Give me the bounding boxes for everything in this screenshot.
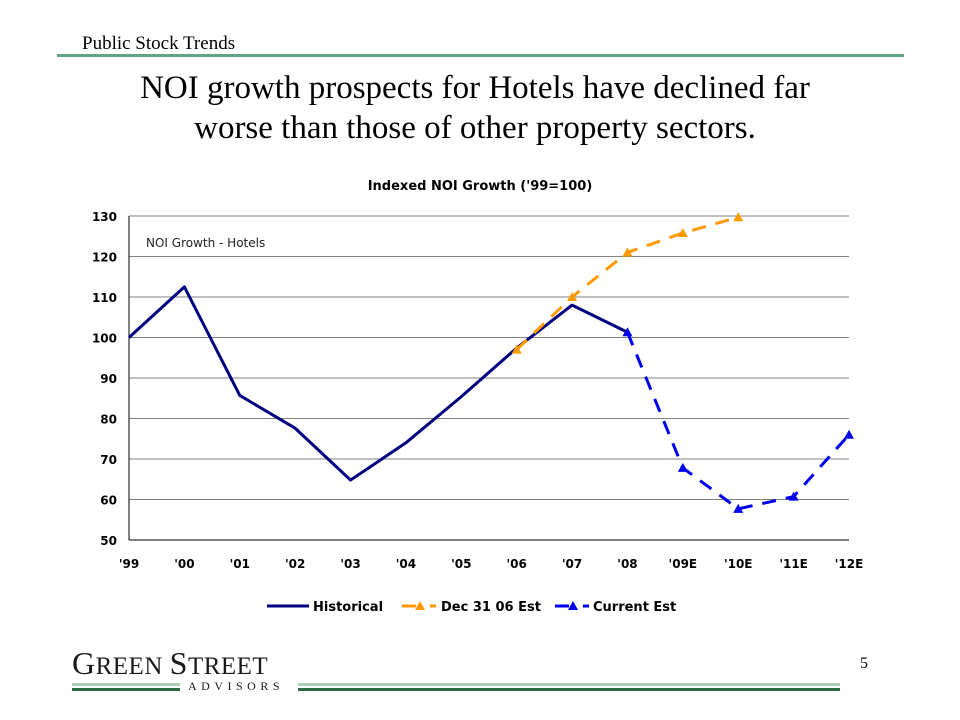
data-point-marker [788, 491, 799, 501]
green-street-logo: GREEN STREET [72, 647, 269, 681]
x-tick-label: '05 [451, 557, 471, 571]
y-tick-label: 100 [92, 332, 117, 346]
y-tick-label: 130 [92, 210, 117, 224]
data-point-marker [733, 212, 744, 222]
x-tick-label: '99 [119, 557, 139, 571]
y-tick-label: 80 [100, 413, 117, 427]
data-point-marker [622, 327, 633, 337]
headline-line-1: NOI growth prospects for Hotels have dec… [140, 70, 810, 106]
x-tick-label: '04 [396, 557, 416, 571]
y-tick-label: 60 [100, 494, 117, 508]
y-tick-label: 70 [100, 453, 117, 467]
x-tick-label: '09E [669, 557, 698, 571]
legend-label: Current Est [593, 600, 676, 615]
legend-marker [415, 601, 425, 610]
x-tick-label: '12E [835, 557, 864, 571]
y-tick-label: 110 [92, 291, 117, 305]
x-tick-label: '10E [724, 557, 753, 571]
logo-letter-s: S [169, 645, 188, 681]
logo-subtitle: ADVISORS [188, 679, 285, 693]
legend-item: Historical [267, 600, 383, 615]
slide-headline: NOI growth prospects for Hotels have dec… [60, 68, 890, 148]
x-tick-label: '11E [779, 557, 808, 571]
legend-item: Dec 31 06 Est [402, 600, 541, 615]
logo-text-street: TREET [187, 653, 269, 680]
x-tick-label: '00 [174, 557, 194, 571]
logo-bar-dark-left [72, 688, 180, 691]
legend: Historical Dec 31 06 Est Current Est [267, 600, 676, 615]
x-tick-label: '01 [230, 557, 250, 571]
legend-marker [568, 601, 578, 610]
data-point-marker [511, 344, 522, 354]
y-tick-label: 50 [100, 534, 117, 548]
logo-letter-g: G [72, 645, 96, 681]
series-line [626, 331, 851, 511]
series-historical [127, 285, 629, 482]
x-tick-label: '02 [285, 557, 305, 571]
x-tick-label: '06 [507, 557, 527, 571]
chart-title: Indexed NOI Growth ('99=100) [368, 179, 593, 194]
x-tick-label: '03 [340, 557, 360, 571]
data-point-marker [844, 429, 854, 439]
headline-line-2: worse than those of other property secto… [194, 110, 756, 146]
legend-label: Historical [313, 600, 383, 615]
page-number: 5 [860, 655, 868, 672]
data-point-marker [733, 503, 744, 513]
gridlines [129, 215, 849, 500]
legend-label: Dec 31 06 Est [441, 600, 541, 615]
y-axis-ticks: 50 60 70 80 90 100 110 120 130 [92, 210, 117, 548]
section-title: Public Stock Trends [82, 33, 236, 54]
series-current-est [622, 327, 854, 513]
x-tick-label: '08 [617, 557, 637, 571]
data-point-marker [677, 228, 688, 238]
chart-annotation: NOI Growth - Hotels [146, 236, 265, 250]
logo-text-green: REEN [95, 653, 170, 680]
footer-bar-dark [298, 688, 840, 691]
x-axis-ticks: '99 '00 '01 '02 '03 '04 '05 '06 '07 '08 '09E '10E '1… [119, 557, 863, 571]
logo-bar-light-left [72, 683, 180, 686]
data-point-marker [677, 462, 688, 472]
series-layer [127, 212, 854, 513]
data-point-marker [622, 247, 633, 257]
data-point-marker [567, 292, 578, 301]
x-tick-label: '07 [562, 557, 582, 571]
y-tick-label: 120 [92, 251, 117, 265]
legend-item: Current Est [555, 600, 676, 615]
footer-bar-light [298, 683, 840, 686]
header-divider [57, 54, 904, 57]
series-dec-31-06-est [511, 212, 744, 354]
series-line [127, 285, 629, 482]
y-tick-label: 90 [100, 372, 117, 386]
